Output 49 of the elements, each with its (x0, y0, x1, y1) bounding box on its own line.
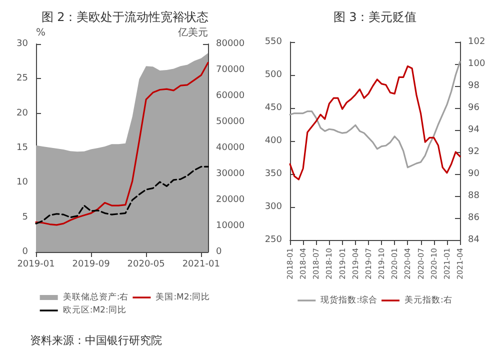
legend-label: 现货指数:综合 (320, 294, 378, 306)
y2-tick-label: 94 (468, 125, 480, 135)
y-tick-label: 30 (16, 39, 28, 49)
y-tick-label: 350 (264, 169, 282, 179)
legend-label: 美国:M2:同比 (156, 292, 210, 302)
y2-tick-label: 102 (468, 37, 486, 47)
y2-tick-label: 0 (216, 247, 222, 257)
line-series (35, 166, 209, 224)
y-tick-label: 300 (264, 202, 282, 212)
y2-tick-label: 60000 (216, 91, 245, 101)
y-tick-label: 400 (264, 136, 282, 146)
line-series (35, 62, 209, 226)
y2-tick-label: 92 (468, 147, 480, 157)
text: 资料来源：中国银行研究院 (30, 334, 162, 347)
y-tick-label: 10 (16, 178, 28, 188)
y-tick-label: 250 (264, 235, 282, 245)
y-tick-label: 25 (16, 74, 28, 84)
chart-title: 图 2：美欧处于流动性宽裕状态 (41, 10, 209, 24)
x-tick-label: 2019-09 (72, 260, 110, 270)
y-tick-label: 5 (22, 212, 28, 222)
y2-tick-label: 100 (468, 59, 486, 69)
y-axis-title: % (36, 28, 46, 38)
x-tick-label: 2021-01 (182, 260, 220, 270)
y2-tick-label: 30000 (216, 169, 245, 179)
chart-title: 图 3：美元贬值 (333, 10, 417, 24)
y2-tick-label: 98 (468, 81, 480, 91)
y-tick-label: 500 (264, 70, 282, 80)
legend-label: 美联储总资产:右 (62, 292, 129, 302)
y2-tick-label: 84 (468, 235, 480, 245)
y2-tick-label: 80000 (216, 39, 245, 49)
y2-tick-label: 40000 (216, 143, 245, 153)
y2-tick-label: 90 (468, 169, 480, 179)
y-tick-label: 20 (16, 108, 28, 118)
y-tick-label: 0 (22, 247, 28, 257)
y2-tick-label: 50000 (216, 117, 245, 127)
y-tick-label: 550 (264, 37, 282, 47)
x-tick-label: 2019-01 (17, 260, 55, 270)
x-tick-label: 2020-05 (127, 260, 165, 270)
y-tick-label: 450 (264, 103, 282, 113)
y2-tick-label: 86 (468, 213, 480, 223)
legend-label: 欧元区:M2:同比 (62, 304, 126, 316)
y2-tick-label: 10000 (216, 221, 245, 231)
y2-axis-title: 亿美元 (177, 26, 208, 38)
y2-tick-label: 88 (468, 191, 480, 201)
y2-tick-label: 70000 (216, 65, 245, 75)
y2-tick-label: 96 (468, 103, 480, 113)
legend-label: 美元指数:右 (404, 294, 452, 306)
y-tick-label: 15 (16, 143, 28, 153)
y2-tick-label: 20000 (216, 195, 245, 205)
